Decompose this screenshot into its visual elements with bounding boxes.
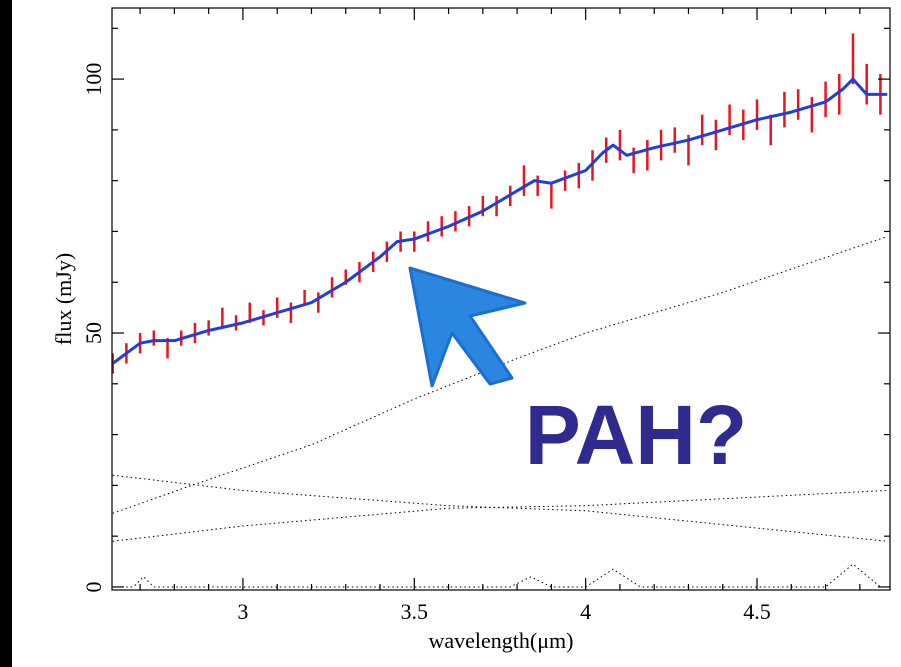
y-tick-label: 0: [81, 581, 106, 592]
x-tick-label: 4.5: [743, 599, 771, 624]
annotation: PAH?: [525, 388, 747, 482]
component-curve: [112, 236, 888, 514]
y-tick-label: 50: [81, 322, 106, 344]
x-tick-label: 3.5: [401, 599, 429, 624]
x-tick-label: 3: [237, 599, 248, 624]
x-tick-label: 4: [580, 599, 591, 624]
x-axis-title: wavelength(μm): [429, 628, 574, 653]
component-curve: [112, 489, 888, 542]
y-tick-label: 100: [81, 63, 106, 96]
model-line: [111, 77, 888, 365]
plot: [111, 33, 888, 588]
arrow: [408, 266, 527, 388]
left-strip: [0, 0, 12, 667]
y-axis-title: flux (mJy): [51, 253, 76, 345]
frame: [111, 7, 891, 591]
